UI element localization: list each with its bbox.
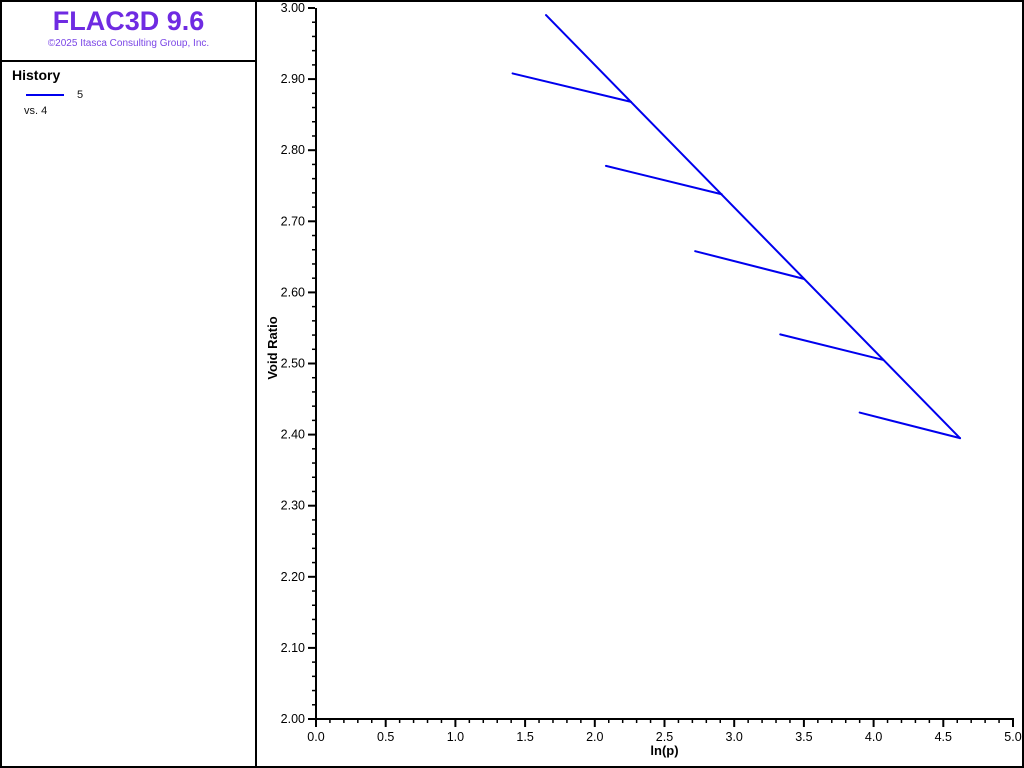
x-tick-label: 2.5 — [656, 730, 673, 744]
y-tick-label: 2.00 — [281, 712, 305, 726]
x-tick-label: 0.0 — [307, 730, 324, 744]
x-tick-label: 3.0 — [726, 730, 743, 744]
x-tick-label: 1.5 — [516, 730, 533, 744]
x-tick-label: 3.5 — [795, 730, 812, 744]
x-tick-label: 2.0 — [586, 730, 603, 744]
history-curve-segment — [694, 250, 805, 280]
y-axis-title: Void Ratio — [265, 316, 280, 379]
history-curve-segment — [545, 14, 962, 440]
y-tick-label: 2.20 — [281, 570, 305, 584]
legend-line-sample-icon — [26, 94, 64, 96]
legend-heading: History — [12, 67, 61, 83]
x-tick-label: 4.5 — [935, 730, 952, 744]
x-tick-label: 4.0 — [865, 730, 882, 744]
history-curve-segment — [779, 333, 885, 361]
y-tick-label: 2.40 — [281, 428, 305, 442]
legend-series-label: 5 — [77, 89, 84, 101]
legend-item-history-5: 5 — [26, 89, 247, 101]
x-tick-label: 0.5 — [377, 730, 394, 744]
y-tick-label: 2.10 — [281, 641, 305, 655]
history-curve-segment — [511, 72, 633, 103]
history-curve-segment — [604, 164, 723, 196]
app-copyright: ©2025 Itasca Consulting Group, Inc. — [47, 38, 210, 49]
y-tick-label: 2.60 — [281, 285, 305, 299]
app-header: FLAC3D 9.6 ©2025 Itasca Consulting Group… — [2, 2, 255, 62]
history-curve-segment — [858, 411, 962, 440]
app-title: FLAC3D 9.6 — [52, 6, 205, 36]
x-tick-label: 5.0 — [1004, 730, 1021, 744]
legend: History 5 vs. 4 — [2, 62, 255, 117]
plot-sidebar: FLAC3D 9.6 ©2025 Itasca Consulting Group… — [2, 2, 257, 766]
legend-vs-label: vs. 4 — [24, 105, 48, 117]
x-axis-title: ln(p) — [650, 743, 678, 758]
y-tick-label: 2.50 — [281, 357, 305, 371]
y-tick-label: 2.90 — [281, 72, 305, 86]
y-tick-label: 2.80 — [281, 143, 305, 157]
x-tick-label: 1.0 — [447, 730, 464, 744]
y-tick-label: 2.30 — [281, 499, 305, 513]
y-tick-label: 2.70 — [281, 214, 305, 228]
y-tick-label: 3.00 — [281, 2, 305, 15]
